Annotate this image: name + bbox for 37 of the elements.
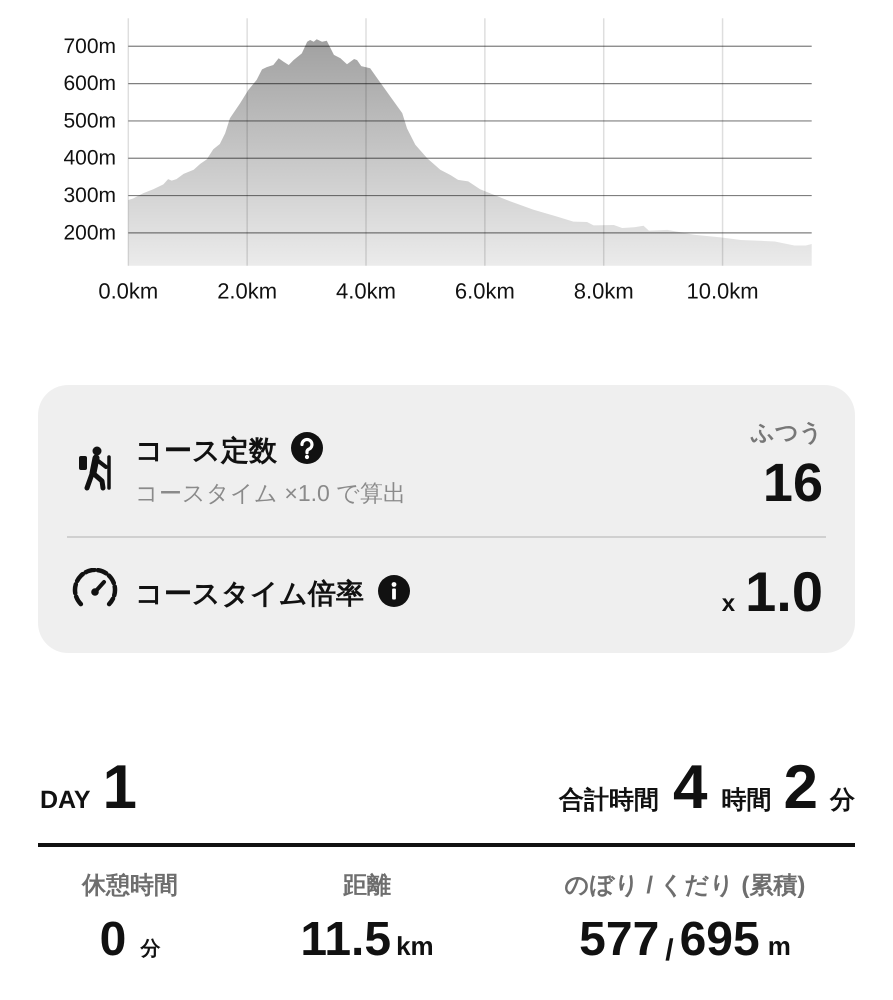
text: 休憩時間: [82, 872, 178, 899]
text: 合計時間: [559, 786, 660, 814]
text: DAY: [40, 786, 90, 814]
text: コース定数: [135, 435, 277, 466]
text: 1: [102, 753, 137, 822]
text: m: [768, 931, 791, 961]
x-tick-label: 4.0km: [336, 278, 396, 304]
x-tick-label: 0.0km: [98, 278, 158, 304]
x-tick-label: 8.0km: [574, 278, 634, 304]
text: 16: [762, 453, 823, 513]
text: x: [722, 590, 736, 617]
text: ふつう: [751, 419, 823, 445]
y-tick-label: 700m: [63, 34, 116, 58]
text: 分: [140, 938, 160, 960]
text: のぼり / くだり (累積): [564, 872, 806, 899]
text: 時間: [722, 786, 772, 814]
y-tick-label: 500m: [63, 109, 116, 132]
text: /: [665, 934, 674, 967]
text: 4: [673, 753, 708, 822]
text: 577: [579, 913, 660, 966]
text: 分: [830, 786, 855, 814]
y-tick-label: 600m: [63, 72, 116, 96]
x-tick-label: 2.0km: [217, 278, 278, 304]
y-tick-label: 200m: [63, 221, 116, 244]
text: 1.0: [745, 560, 823, 623]
text: 2: [784, 753, 818, 822]
text: コースタイム倍率: [135, 578, 364, 609]
text: コースタイム ×1.0 で算出: [135, 480, 406, 506]
text: 0: [100, 913, 126, 966]
text: 11.5: [300, 913, 392, 966]
x-tick-label: 10.0km: [686, 278, 759, 304]
text: 距離: [343, 872, 391, 899]
y-tick-label: 400m: [63, 146, 116, 170]
text: km: [396, 931, 434, 961]
text: 695: [680, 913, 760, 966]
x-tick-label: 6.0km: [454, 278, 515, 304]
y-tick-label: 300m: [63, 184, 116, 208]
